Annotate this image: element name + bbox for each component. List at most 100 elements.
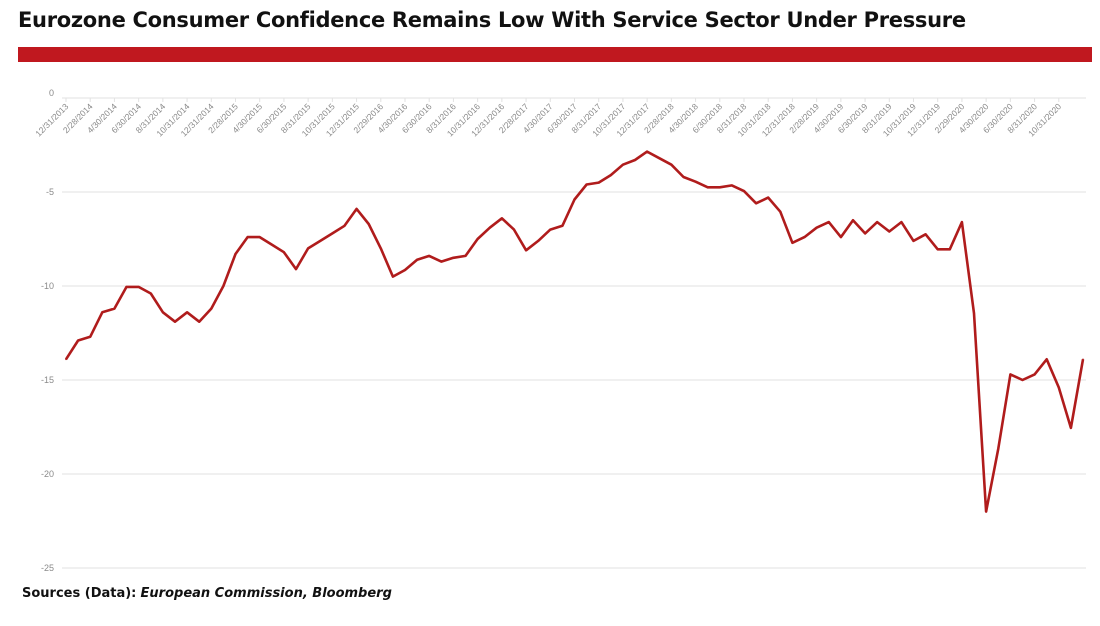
data-point [852, 219, 854, 221]
data-point [331, 232, 334, 235]
data-point [283, 251, 285, 253]
source-label: Sources (Data): [22, 586, 137, 601]
data-point [718, 186, 721, 189]
data-point [815, 226, 818, 229]
data-point [440, 260, 443, 263]
data-point [840, 236, 842, 238]
data-point [416, 258, 418, 261]
data-point [404, 269, 406, 271]
y-tick-label: -20 [41, 469, 54, 479]
data-point [949, 248, 951, 251]
series-line [64, 150, 1085, 513]
page-title: Eurozone Consumer Confidence Remains Low… [18, 8, 966, 32]
data-point [65, 358, 67, 361]
data-point [258, 236, 261, 238]
data-point [501, 217, 503, 220]
data-point [985, 510, 987, 513]
data-point [610, 174, 612, 176]
source-value: European Commission, Bloomberg [140, 586, 392, 601]
data-point [876, 221, 878, 223]
data-point [767, 196, 770, 199]
data-point [1057, 386, 1060, 389]
data-point [137, 286, 140, 288]
source-note: Sources (Data): European Commission, Blo… [22, 586, 392, 601]
data-point [743, 190, 745, 192]
data-point [827, 221, 830, 223]
y-tick-label: -15 [41, 375, 54, 385]
data-point [464, 255, 467, 257]
data-point [561, 225, 564, 227]
data-point [162, 311, 164, 314]
data-point [355, 208, 358, 210]
title-accent-bar [18, 47, 1092, 62]
data-point [961, 221, 963, 223]
data-point [234, 253, 237, 255]
gridlines [62, 97, 1086, 569]
data-point [658, 157, 661, 159]
data-point [1082, 358, 1084, 361]
data-point [1033, 373, 1036, 376]
data-point [791, 241, 794, 244]
data-point [731, 184, 733, 187]
data-point [343, 225, 346, 227]
data-point [379, 247, 382, 250]
data-point [222, 285, 225, 287]
data-point [888, 230, 891, 233]
data-point [1021, 379, 1024, 381]
y-tick-label: 0 [49, 88, 54, 98]
y-axis-ticks: 0 -5 -10 -15 -20 -25 [41, 88, 54, 573]
data-point [706, 186, 709, 189]
data-point [113, 307, 116, 310]
data-point [1009, 373, 1012, 376]
data-point [973, 312, 975, 315]
data-point [755, 202, 757, 205]
data-point [101, 311, 104, 314]
y-tick-label: -10 [41, 281, 54, 291]
data-point [513, 228, 515, 231]
data-point [585, 183, 588, 186]
data-point [597, 181, 600, 184]
data-point [89, 335, 92, 338]
data-point [198, 320, 200, 323]
data-point [1070, 427, 1072, 429]
data-point [367, 223, 370, 225]
data-point [634, 159, 636, 161]
data-point [924, 233, 927, 236]
data-point [779, 210, 782, 213]
data-point [488, 226, 491, 229]
data-point [803, 236, 806, 238]
data-point [549, 228, 552, 231]
data-point [646, 150, 648, 153]
data-point [1045, 358, 1048, 361]
data-point [694, 180, 697, 183]
data-point [186, 311, 188, 314]
x-axis-ticks: 12/31/20132/28/20144/30/20146/30/20148/3… [33, 98, 1063, 138]
series-group [64, 150, 1085, 513]
data-point [319, 240, 322, 242]
data-point [573, 198, 576, 201]
data-point [295, 268, 297, 270]
data-point [936, 248, 939, 251]
data-point [900, 221, 903, 223]
y-tick-label: -5 [46, 187, 54, 197]
data-point [149, 292, 152, 295]
data-point [525, 249, 527, 252]
data-point [537, 240, 539, 242]
data-point [77, 339, 79, 342]
data-point [997, 447, 1000, 450]
data-point [271, 243, 273, 246]
data-point [246, 236, 249, 238]
data-point [682, 176, 685, 178]
data-point [174, 320, 176, 323]
data-point [210, 307, 213, 310]
data-point [392, 275, 394, 278]
data-point [307, 247, 309, 250]
data-point [452, 257, 455, 259]
y-tick-label: -25 [41, 563, 54, 573]
data-point [125, 286, 128, 288]
data-point [428, 255, 431, 257]
data-point [912, 240, 915, 242]
data-point [864, 232, 866, 235]
data-point [670, 163, 673, 166]
